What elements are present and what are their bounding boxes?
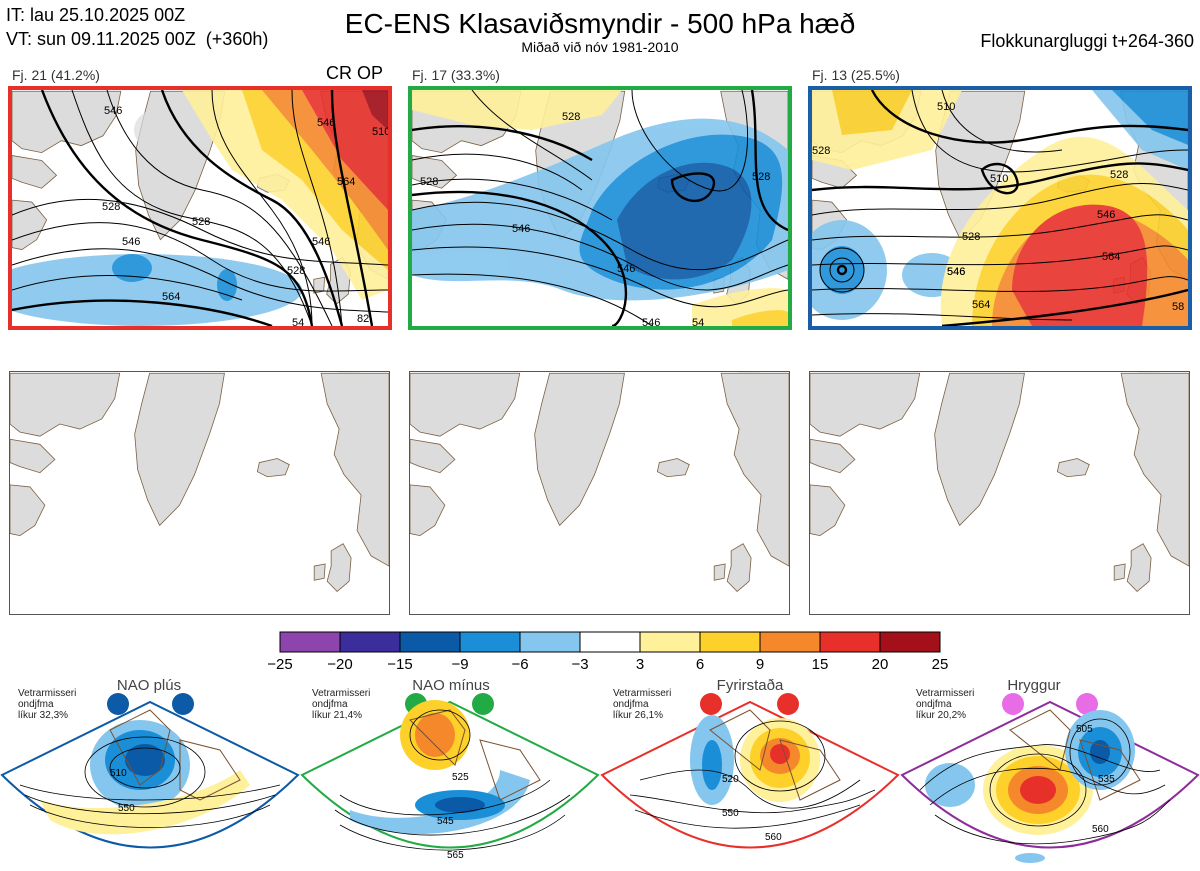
regime-4-map: 505 535 560 bbox=[900, 700, 1200, 863]
colorbar-swatch bbox=[639, 631, 701, 653]
colorbar-swatch bbox=[699, 631, 761, 653]
cluster-2-contour-label: 528 bbox=[562, 111, 580, 123]
regime-1-stats: Vetrarmisseri ondjfma líkur 32,3% bbox=[18, 688, 77, 721]
regime-1-contour-label: 550 bbox=[118, 803, 135, 814]
regime-3-contour-label: 560 bbox=[765, 832, 782, 843]
regime-4-stats: Vetrarmisseri ondjfma líkur 20,2% bbox=[916, 688, 975, 721]
cluster-3-label: Fj. 13 (25.5%) bbox=[812, 67, 900, 83]
cluster-2-contour-label: 546 bbox=[642, 317, 660, 326]
colorbar-swatch bbox=[279, 631, 341, 653]
regime-2-contour-label: 545 bbox=[437, 816, 454, 827]
cluster-3-contour-label: 564 bbox=[1102, 251, 1120, 263]
regime-1-map: 510 550 bbox=[0, 700, 300, 849]
cluster-window: Flokkunargluggi t+264-360 bbox=[980, 31, 1194, 51]
colorbar-swatch bbox=[579, 631, 641, 653]
cluster-3-contour-label: 546 bbox=[947, 266, 965, 278]
init-time: IT: lau 25.10.2025 00Z bbox=[6, 5, 186, 25]
cluster-1-contour-label: 546 bbox=[312, 236, 330, 248]
cluster-3-map: 528 546 510 510 528 546 564 528 546 564 … bbox=[808, 86, 1192, 330]
regime-3-map: 520 550 560 bbox=[600, 700, 900, 849]
cluster-1-contour-label: 564 bbox=[162, 291, 180, 303]
cluster-1-contour-label: 546 bbox=[104, 105, 122, 117]
colorbar-swatch bbox=[819, 631, 881, 653]
cluster-1-contour-label: 528 bbox=[102, 201, 120, 213]
cluster-3-contour-label: 528 bbox=[1110, 169, 1128, 181]
regime-4-contour-label: 535 bbox=[1098, 774, 1115, 785]
regime-2-marker-right bbox=[472, 693, 494, 715]
regime-2-contour-label: 525 bbox=[452, 772, 469, 783]
regime-3-name: Fyrirstaða bbox=[716, 677, 784, 694]
page-subtitle: Miðað við nóv 1981-2010 bbox=[521, 39, 679, 55]
regime-4-marker-right bbox=[1076, 693, 1098, 715]
cluster-2-contour-label: 528 bbox=[420, 176, 438, 188]
cluster-2-contour-label: 546 bbox=[617, 263, 635, 275]
regime-1-name: NAO plús bbox=[116, 677, 182, 694]
regime-2-contour-label: 565 bbox=[447, 850, 464, 861]
cluster-1-label: Fj. 21 (41.2%) bbox=[12, 67, 100, 83]
cluster-1-contour-label: 528 bbox=[192, 216, 210, 228]
regime-3-contour-label: 520 bbox=[722, 774, 739, 785]
colorbar-swatch bbox=[459, 631, 521, 653]
cluster-2-contour-label: 528 bbox=[752, 171, 770, 183]
regime-3-marker-right bbox=[777, 693, 799, 715]
colorbar-tick-label: 3 bbox=[636, 656, 644, 673]
regime-1-marker-left bbox=[107, 693, 129, 715]
colorbar-swatch bbox=[399, 631, 461, 653]
regime-3-marker-left bbox=[700, 693, 722, 715]
regime-2-map: 525 545 565 bbox=[300, 700, 600, 861]
colorbar-tick-label: −15 bbox=[387, 656, 412, 673]
regime-2-stats: Vetrarmisseri ondjfma líkur 21,4% bbox=[312, 688, 371, 721]
cluster-1-contour-label: 546 bbox=[122, 236, 140, 248]
cluster-3-contour-label: 528 bbox=[812, 145, 830, 157]
colorbar-swatch bbox=[519, 631, 581, 653]
cluster-1-contour-label: 54 bbox=[292, 317, 304, 326]
colorbar-tick-label: −20 bbox=[327, 656, 352, 673]
cluster-1-badge: CR OP bbox=[326, 63, 384, 83]
colorbar-tick-label: −3 bbox=[571, 656, 588, 673]
colorbar-swatch bbox=[759, 631, 821, 653]
empty-map-2 bbox=[409, 371, 790, 615]
regime-4-contour-label: 505 bbox=[1076, 724, 1093, 735]
empty-map-3 bbox=[809, 371, 1190, 615]
cluster-1-contour-label: 510 bbox=[372, 126, 388, 138]
cluster-1-contour-label: 564 bbox=[337, 176, 355, 188]
cluster-1-contour-label: 528 bbox=[287, 265, 305, 277]
regime-2-name: NAO mínus bbox=[412, 677, 490, 694]
colorbar-tick-label: −9 bbox=[451, 656, 468, 673]
cluster-2-contour-label: 546 bbox=[512, 223, 530, 235]
colorbar-tick-label: −6 bbox=[511, 656, 528, 673]
colorbar-swatch bbox=[339, 631, 401, 653]
page-title: EC-ENS Klasaviðsmyndir - 500 hPa hæð bbox=[344, 8, 856, 39]
regime-4-name: Hryggur bbox=[1007, 677, 1061, 694]
cluster-1-contour-label: 546 bbox=[317, 117, 335, 129]
cluster-1-contour-label: 82 bbox=[357, 313, 369, 325]
cluster-3-contour-label: 546 bbox=[947, 266, 965, 278]
colorbar-tick-label: 25 bbox=[932, 656, 949, 673]
colorbar-tick-label: 15 bbox=[812, 656, 829, 673]
cluster-3-contour-label: 528 bbox=[962, 231, 980, 243]
colorbar-tick-label: −25 bbox=[267, 656, 292, 673]
empty-map-1 bbox=[9, 371, 390, 615]
regime-3-stats: Vetrarmisseri ondjfma líkur 26,1% bbox=[613, 688, 672, 721]
cluster-3-contour-label: 510 bbox=[990, 173, 1008, 185]
cluster-3-contour-label: 510 bbox=[937, 101, 955, 113]
colorbar-tick-label: 6 bbox=[696, 656, 704, 673]
cluster-3-contour-label: 58 bbox=[1172, 301, 1184, 313]
cluster-3-contour-label: 546 bbox=[1097, 209, 1115, 221]
colorbar-swatch bbox=[879, 631, 941, 653]
regime-3-contour-label: 550 bbox=[722, 808, 739, 819]
regime-4-marker-left bbox=[1002, 693, 1024, 715]
colorbar: −25 −20 −15 −9 −6 −3 3 6 9 15 20 25 bbox=[267, 631, 949, 673]
regime-1-contour-label: 510 bbox=[110, 768, 127, 779]
cluster-2-label: Fj. 17 (33.3%) bbox=[412, 67, 500, 83]
regime-1-marker-right bbox=[172, 693, 194, 715]
colorbar-tick-label: 9 bbox=[756, 656, 764, 673]
colorbar-tick-label: 20 bbox=[872, 656, 889, 673]
cluster-2-map: 528 546 528 528 546 546 54 bbox=[408, 86, 792, 330]
cluster-3-contour-label: 564 bbox=[972, 299, 990, 311]
cluster-1-map: 546 528 546 564 528 546 564 510 528 546 … bbox=[8, 86, 392, 330]
valid-time: VT: sun 09.11.2025 00Z (+360h) bbox=[6, 29, 269, 49]
cluster-2-contour-label: 54 bbox=[692, 317, 704, 326]
regime-4-contour-label: 560 bbox=[1092, 824, 1109, 835]
